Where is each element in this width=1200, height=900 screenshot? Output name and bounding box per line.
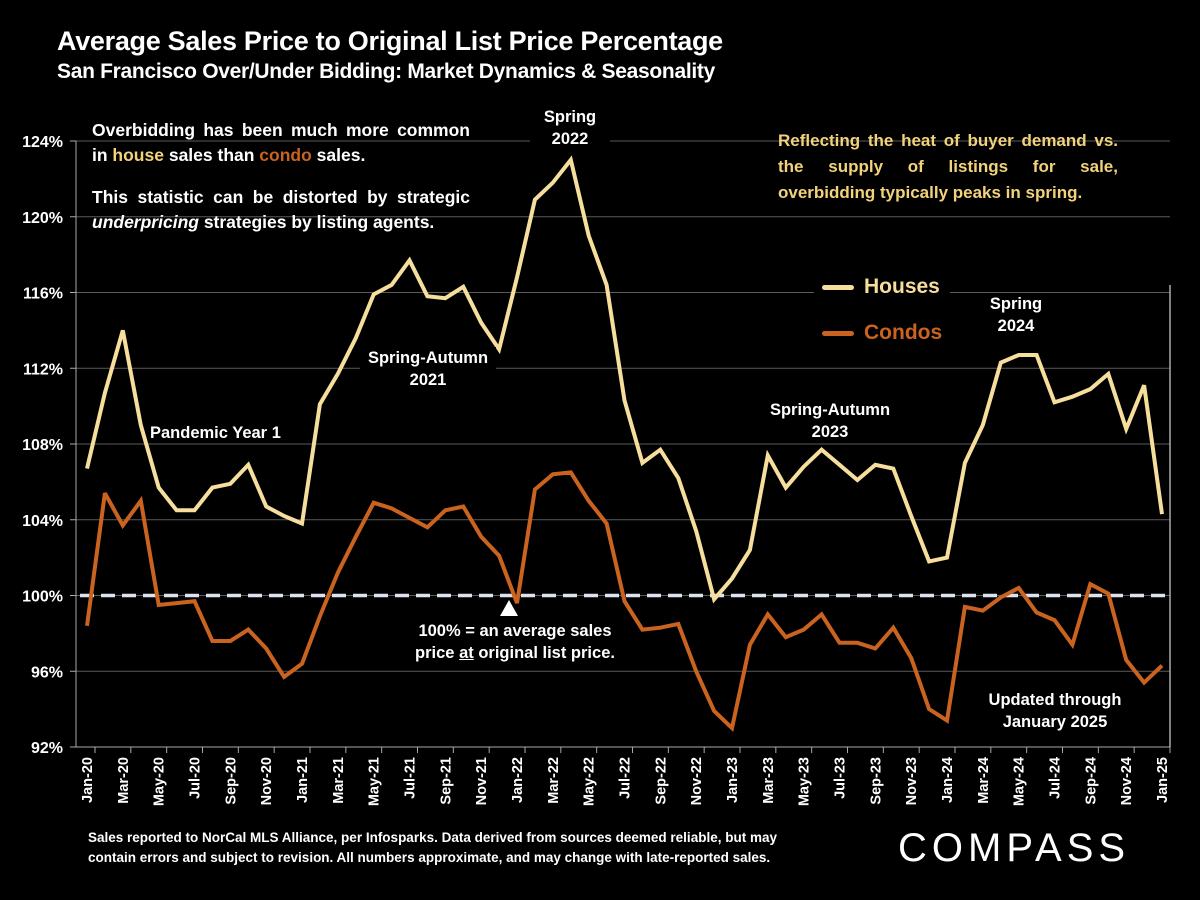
spring-autumn-2021-label: Spring-Autumn 2021: [360, 347, 496, 391]
label-line: Spring: [543, 108, 597, 126]
x-tick-label: Jan-20: [80, 757, 96, 803]
note-text: sales.: [311, 145, 366, 165]
y-tick-label: 120%: [22, 210, 63, 227]
legend: Houses Condos: [814, 262, 951, 358]
x-tick-label: Jul-22: [618, 757, 634, 799]
at-underline: at: [459, 644, 474, 662]
chart-title: Average Sales Price to Original List Pri…: [57, 26, 723, 56]
house-highlight: house: [112, 145, 164, 165]
x-tick-label: May-20: [152, 757, 168, 806]
x-tick-label: Sep-20: [223, 757, 239, 805]
note-text: This statistic can be distorted by strat…: [92, 187, 470, 207]
x-tick-label: Nov-22: [689, 757, 705, 805]
houses-swatch-icon: [822, 284, 854, 290]
y-tick-label: 108%: [22, 437, 63, 454]
y-tick-label: 96%: [31, 664, 63, 681]
x-tick-label: May-21: [367, 757, 383, 806]
x-tick-label: Mar-24: [976, 757, 992, 804]
footnote-line: contain errors and subject to revision. …: [88, 850, 771, 865]
x-tick-label: Mar-21: [331, 757, 347, 804]
x-tick-label: Jan-22: [510, 757, 526, 803]
note-text: original list price.: [473, 644, 615, 662]
legend-item-condos: Condos: [822, 310, 942, 356]
x-tick-label: Sep-21: [438, 757, 454, 805]
x-tick-label: Jul-21: [403, 757, 419, 799]
left-annotation: Overbidding has been much more common in…: [92, 118, 470, 252]
footnote-line: Sales reported to NorCal MLS Alliance, p…: [88, 830, 777, 845]
x-tick-label: Nov-21: [474, 757, 490, 805]
note-text: Overbidding has been much more common in: [92, 120, 470, 165]
source-footnote: Sales reported to NorCal MLS Alliance, p…: [88, 828, 848, 868]
x-tick-label: Jul-20: [188, 757, 204, 799]
y-tick-label: 116%: [23, 286, 63, 303]
pandemic-label: Pandemic Year 1: [150, 424, 281, 442]
distortion-note: This statistic can be distorted by strat…: [92, 185, 470, 235]
label-line: Spring: [989, 295, 1043, 313]
x-tick-label: May-22: [582, 757, 598, 806]
y-tick-label: 104%: [22, 513, 63, 530]
legend-item-houses: Houses: [822, 264, 942, 310]
label-line: 100% = an average sales: [418, 622, 612, 640]
y-tick-label: 112%: [23, 361, 63, 378]
baseline-note: 100% = an average sales price at origina…: [395, 620, 635, 664]
spring-2022-label: Spring 2022: [530, 106, 610, 150]
x-tick-label: Jul-23: [833, 757, 849, 799]
condo-highlight: condo: [259, 145, 312, 165]
note-text: sales than: [163, 145, 260, 165]
y-tick-label: 124%: [22, 134, 63, 151]
label-line: 2021: [409, 371, 447, 389]
overbidding-note: Overbidding has been much more common in…: [92, 118, 470, 168]
x-tick-label: Mar-23: [761, 757, 777, 804]
x-tick-label: Jul-24: [1048, 757, 1064, 799]
x-tick-label: May-23: [797, 757, 813, 806]
spring-2024-label: Spring 2024: [978, 293, 1054, 337]
label-line: Spring-Autumn: [367, 349, 489, 367]
x-tick-label: Jan-23: [725, 757, 741, 803]
legend-label-houses: Houses: [864, 275, 940, 298]
condos-swatch-icon: [822, 330, 854, 336]
label-line: January 2025: [1002, 713, 1108, 731]
label-line: 2023: [811, 423, 849, 441]
x-tick-label: Mar-20: [116, 757, 132, 804]
spring-autumn-2023-label: Spring-Autumn 2023: [762, 399, 898, 443]
label-line: 2024: [997, 317, 1035, 335]
x-tick-label: Jan-21: [295, 757, 311, 803]
legend-label-condos: Condos: [864, 321, 943, 344]
x-tick-label: Sep-23: [868, 757, 884, 805]
y-tick-label: 92%: [31, 740, 63, 757]
note-text: strategies by listing agents.: [198, 212, 435, 232]
compass-logo: COMPASS: [898, 826, 1131, 870]
right-annotation: Reflecting the heat of buyer demand vs. …: [778, 131, 1118, 202]
x-tick-label: Jan-24: [940, 757, 956, 803]
label-line: 2022: [551, 130, 589, 148]
x-tick-label: Nov-23: [904, 757, 920, 805]
x-tick-label: Mar-22: [546, 757, 562, 804]
x-tick-label: May-24: [1012, 757, 1028, 806]
y-axis: 92% 96% 100% 104% 108% 112% 116% 120% 124%: [22, 134, 1171, 757]
y-tick-label: 100%: [22, 589, 63, 606]
x-tick-label: Sep-24: [1083, 757, 1099, 805]
x-tick-label: Nov-20: [259, 757, 275, 805]
underpricing-emphasis: underpricing: [92, 212, 199, 232]
chart-subtitle: San Francisco Over/Under Bidding: Market…: [57, 60, 715, 83]
updated-through-label: Updated through January 2025: [975, 689, 1135, 733]
baseline-pointer-icon: [500, 600, 518, 616]
label-line: Spring-Autumn: [769, 401, 891, 419]
label-line: Updated through: [988, 691, 1122, 709]
label-line: price at original list price.: [395, 642, 635, 664]
note-text: price: [415, 644, 460, 662]
x-tick-label: Jan-25: [1155, 757, 1171, 803]
series-lines: [80, 155, 1170, 733]
x-tick-label: Nov-24: [1119, 757, 1135, 805]
x-axis: Jan-20 Mar-20 May-20 Jul-20 Sep-20 Nov-20 Jan-…: [76, 746, 1171, 806]
x-tick-label: Sep-22: [653, 757, 669, 805]
